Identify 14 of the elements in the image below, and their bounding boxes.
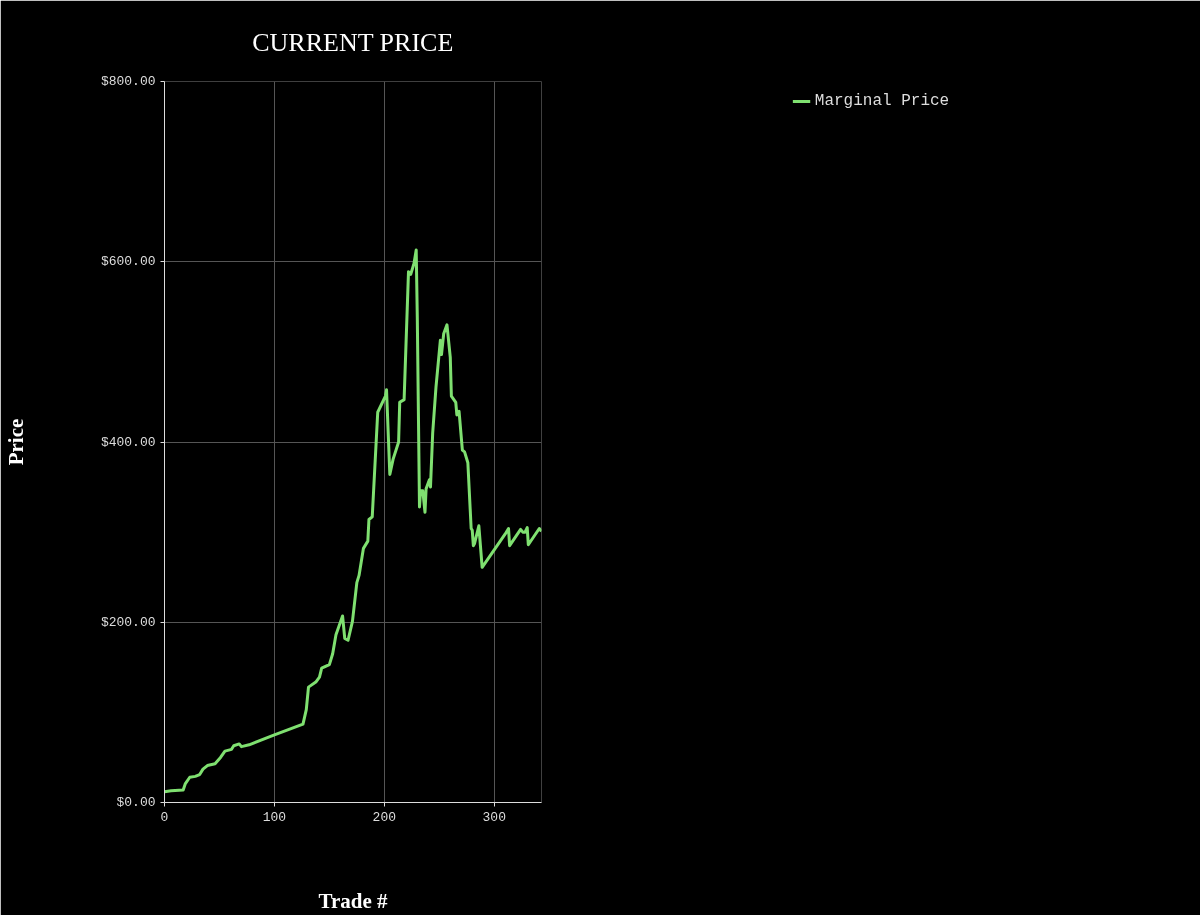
y-tick-label: $0.00 [116,795,156,810]
chart-title: CURRENT PRICE [252,27,454,57]
x-tick-label: 0 [160,809,169,825]
x-axis-title: Trade # [318,888,389,913]
y-axis-title: Price [3,418,28,466]
legend-label: Marginal Price [814,92,950,110]
x-tick-label: 100 [262,809,287,825]
y-tick-label: $200.00 [100,614,156,630]
y-tick-label: $400.00 [100,434,156,450]
x-tick-label: 200 [372,809,397,825]
x-tick-label: 300 [482,809,506,825]
y-tick-label: $800.00 [100,74,156,89]
line-series [164,248,542,794]
y-tick-label: $600.00 [100,254,156,270]
